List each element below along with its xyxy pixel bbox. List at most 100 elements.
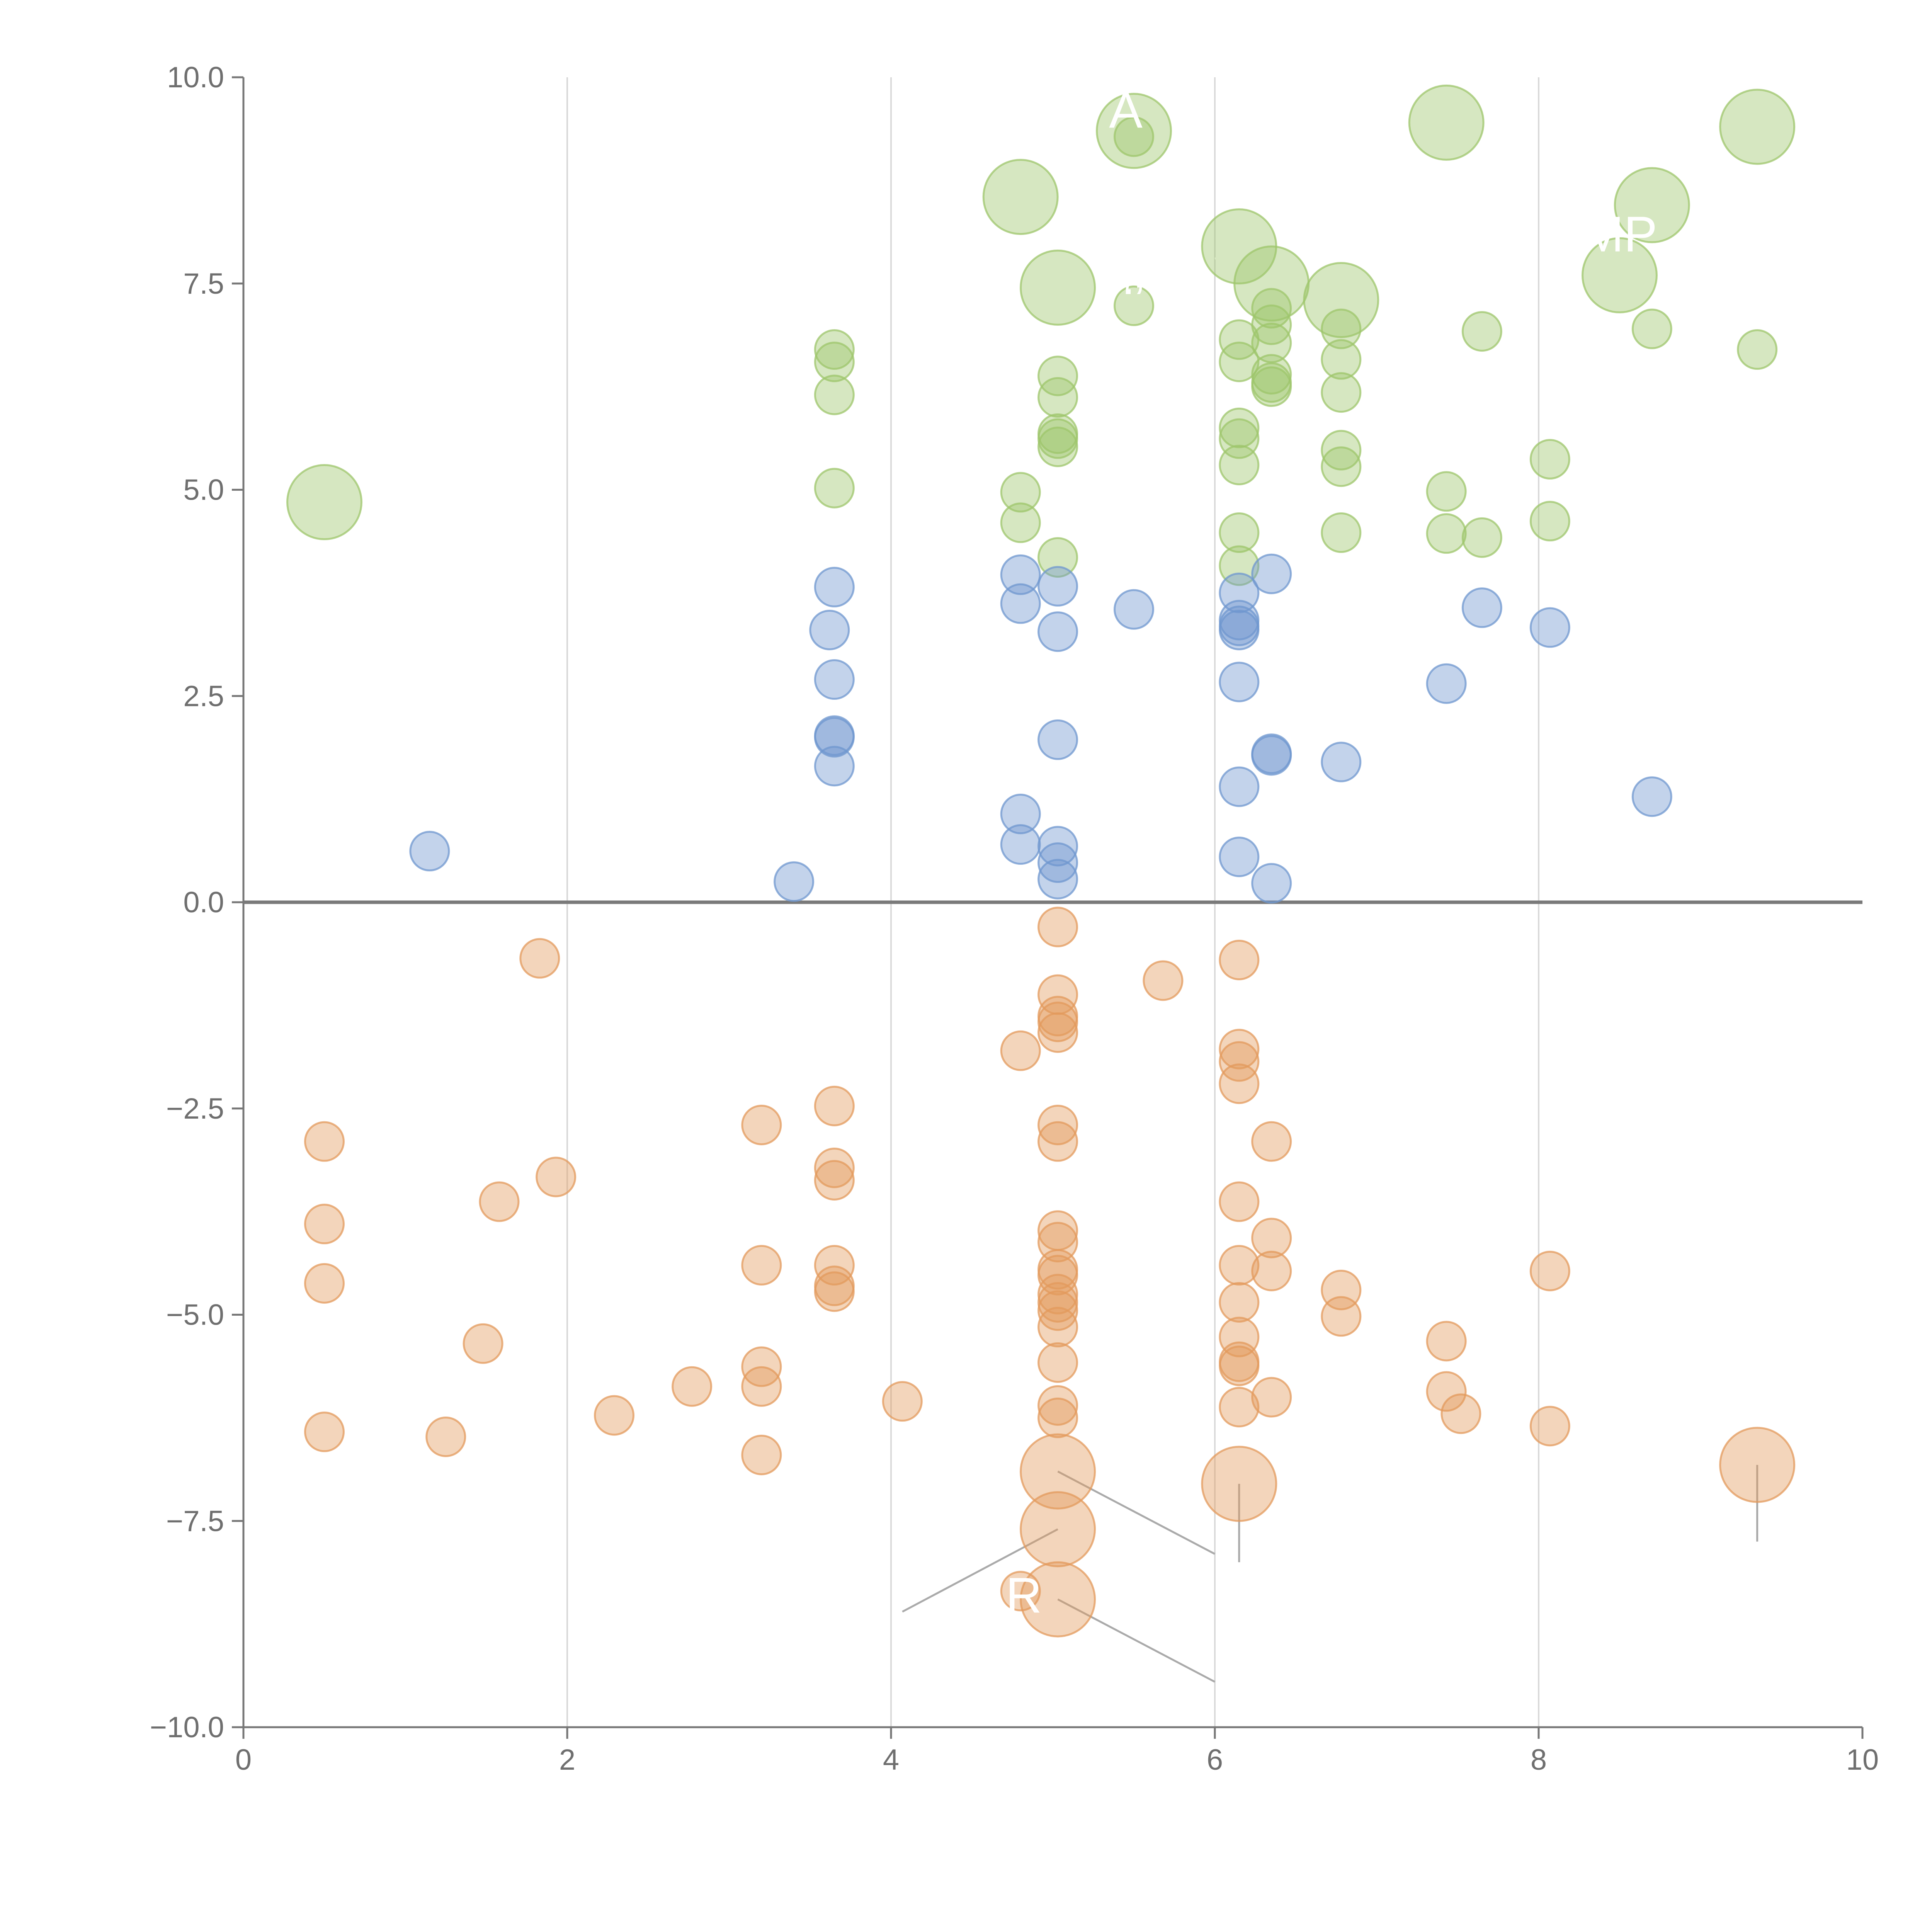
orange-data-point (463, 1323, 503, 1364)
leader-line (1271, 282, 1296, 301)
blue-data-point (1000, 583, 1041, 624)
green-data-point (1321, 339, 1362, 380)
annotation-label: A (1109, 82, 1143, 138)
orange-data-point (1251, 1250, 1292, 1291)
orange-data-point (1037, 1307, 1078, 1348)
orange-data-point (672, 1366, 713, 1407)
orange-data-point (519, 938, 560, 979)
green-data-point (1529, 439, 1570, 480)
green-data-point (1037, 355, 1078, 396)
orange-data-point (1219, 1282, 1260, 1323)
orange-data-point (1251, 1121, 1292, 1162)
orange-data-point (1000, 1030, 1041, 1071)
green-data-point (1737, 329, 1778, 370)
orange-data-point (1426, 1371, 1467, 1412)
green-data-point (1020, 249, 1096, 326)
orange-data-point (741, 1366, 782, 1407)
orange-data-point (1219, 1029, 1260, 1070)
x-tick-label: 6 (1207, 1743, 1223, 1776)
blue-data-point (1037, 719, 1078, 760)
green-data-point (1719, 88, 1796, 165)
green-data-point (1037, 418, 1078, 459)
blue-data-point (1219, 766, 1260, 807)
y-tick-label: −7.5 (166, 1505, 224, 1537)
orange-data-point (425, 1416, 466, 1457)
y-tick-label: −10.0 (150, 1711, 224, 1744)
blue-data-point (774, 861, 815, 902)
orange-data-point (1529, 1406, 1570, 1447)
orange-data-point (1037, 1385, 1078, 1426)
annotation-label: R (1006, 1567, 1042, 1623)
orange-data-point (1037, 1342, 1078, 1383)
leader-line-layer (902, 114, 1759, 1683)
green-data-point (286, 464, 362, 541)
green-data-point (1219, 512, 1260, 553)
blue-data-point (1037, 566, 1078, 607)
green-data-point (982, 159, 1059, 235)
blue-data-point (1426, 663, 1467, 704)
orange-data-point (1000, 1571, 1041, 1612)
blue-data-point (1219, 662, 1260, 702)
orange-data-point (1251, 1377, 1292, 1418)
orange-data-point (479, 1181, 520, 1222)
green-data-point (814, 374, 855, 415)
orange-data-point (304, 1121, 345, 1162)
orange-data-point (1037, 1274, 1078, 1315)
orange-data-point (1321, 1296, 1362, 1337)
green-data-point (814, 329, 855, 370)
green-data-point (1251, 354, 1292, 395)
blue-data-point (1114, 589, 1154, 630)
blue-data-point (814, 566, 855, 607)
orange-data-point (741, 1104, 782, 1145)
orange-data-point (304, 1263, 345, 1304)
green-data-point (1426, 471, 1467, 512)
orange-data-point (1219, 1387, 1260, 1428)
green-data-point (1321, 430, 1362, 471)
leader-line (1057, 287, 1070, 317)
green-data-point (1582, 237, 1658, 313)
green-data-point (1219, 342, 1260, 383)
green-data-point (1219, 407, 1260, 448)
green-data-point (1251, 366, 1292, 407)
orange-data-point (1219, 1345, 1260, 1386)
blue-data-point (1037, 826, 1078, 867)
x-tick-label: 0 (235, 1743, 252, 1776)
orange-data-point (814, 1085, 855, 1126)
green-data-point (1614, 167, 1690, 243)
green-data-point (1037, 426, 1078, 467)
orange-data-point (1020, 1561, 1096, 1638)
y-tick-label: −5.0 (166, 1299, 224, 1332)
y-tick-label: −2.5 (166, 1092, 224, 1125)
blue-data-point (1251, 735, 1292, 776)
orange-data-point (1219, 1245, 1260, 1286)
orange-data-point (1037, 1104, 1078, 1145)
green-data-point (1426, 513, 1467, 554)
orange-data-point (304, 1204, 345, 1245)
orange-data-point (1037, 1012, 1078, 1053)
orange-data-point (1219, 1063, 1260, 1104)
orange-data-point (1219, 939, 1260, 980)
orange-data-point (304, 1412, 345, 1452)
x-tick-label: 4 (883, 1743, 899, 1776)
y-tick-label: 5.0 (183, 474, 224, 507)
axis-layer: 0 2 4 6 8 10 10.0 7.5 5.0 2.5 0.0 −2.5 −5.0 −7.5 −10.0 (150, 61, 1879, 1776)
blue-data-point (1219, 837, 1260, 878)
orange-data-point (1251, 1218, 1292, 1259)
green-data-point (1037, 377, 1078, 418)
green-data-point (1114, 285, 1154, 326)
leader-line (1340, 299, 1354, 333)
blue-data-point (814, 717, 855, 758)
orange-data-point (1201, 1446, 1277, 1522)
orange-data-point (882, 1381, 923, 1422)
orange-data-point (1020, 1433, 1096, 1510)
blue-data-point (1219, 609, 1260, 650)
annotation-label: MP (1582, 206, 1657, 262)
orange-data-point (1219, 1041, 1260, 1082)
blue-data-point (814, 659, 855, 700)
blue-data-point (1529, 607, 1570, 648)
green-data-point (1251, 304, 1292, 345)
orange-data-point (1426, 1321, 1467, 1362)
orange-data-point (814, 1160, 855, 1201)
leader-line (902, 1528, 1058, 1613)
green-data-point (1251, 288, 1292, 329)
